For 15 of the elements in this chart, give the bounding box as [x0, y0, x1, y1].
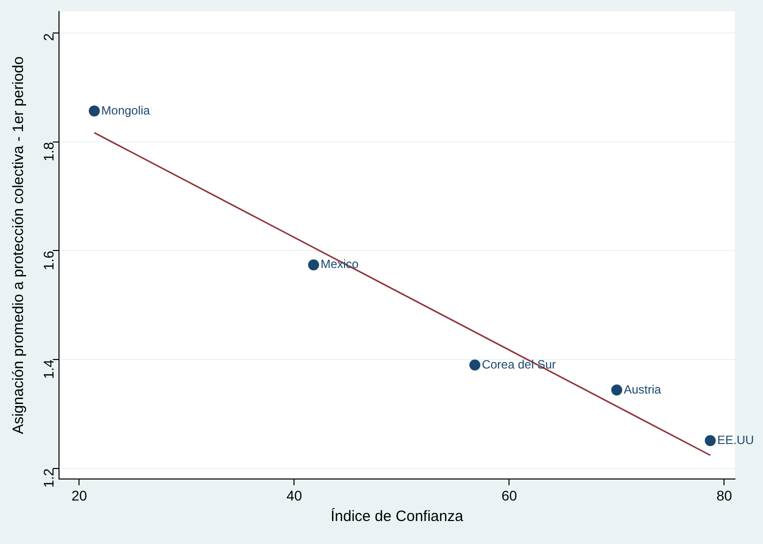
y-axis-title: Asignación promedio a protección colectiva - 1er periodo	[10, 56, 28, 434]
annotation: Corea del Sur	[482, 357, 556, 372]
x-axis-title: Índice de Confianza	[330, 507, 464, 526]
x-tick-label: 60	[501, 487, 518, 504]
x-tick-label: 80	[716, 487, 732, 504]
annotation: EE.UU	[717, 432, 754, 447]
x-tick-label: 20	[71, 487, 88, 504]
y-tick-label: 1.6	[40, 250, 57, 270]
annotation: Mongolia	[101, 103, 150, 118]
y-tick-label: 1.4	[40, 359, 57, 379]
y-tick-label: 2	[40, 32, 57, 41]
annotation: Austria	[624, 382, 662, 396]
y-tick-label: 1.2	[40, 468, 57, 488]
x-tick-label: 40	[286, 487, 302, 504]
y-tick-label: 1.8	[40, 142, 57, 162]
